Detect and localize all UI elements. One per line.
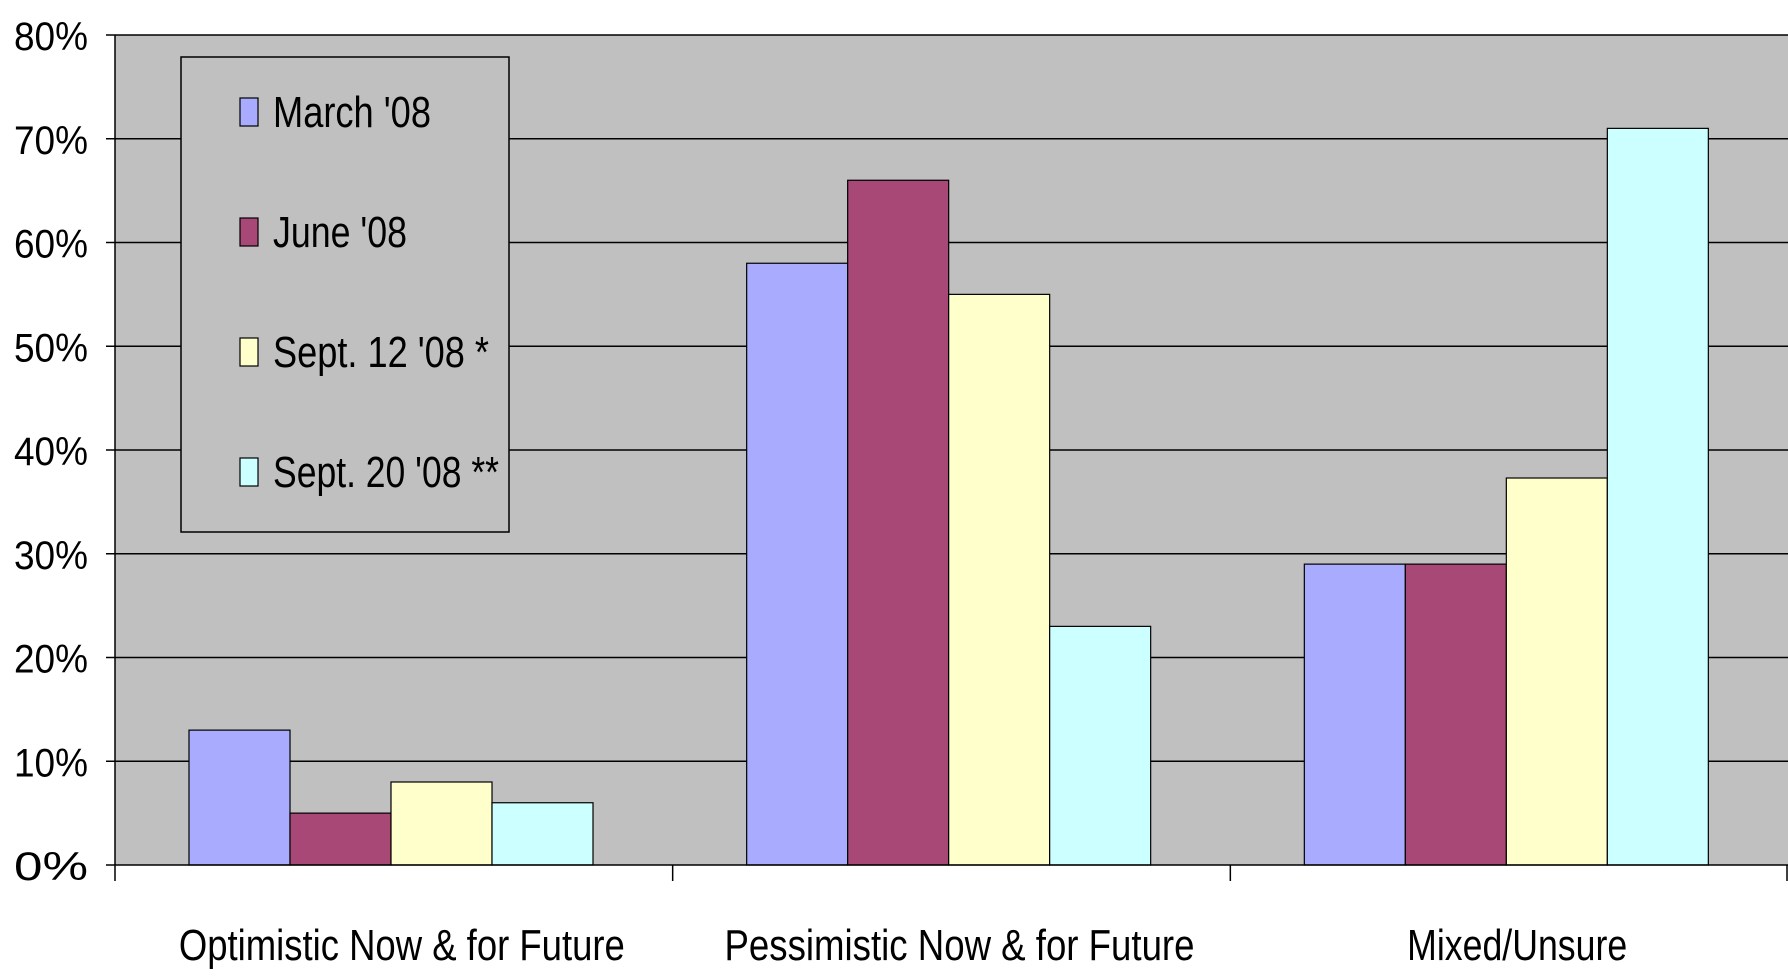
bar-2-1 xyxy=(289,812,392,866)
y-axis-ticks: 0% 10% 20% 30% 40% 50% 60% 70% 80% xyxy=(14,15,115,889)
legend-swatch xyxy=(239,457,259,487)
bar-1-3 xyxy=(1303,563,1406,866)
legend-swatch xyxy=(239,337,259,367)
y-tick-label: 20% xyxy=(14,638,88,682)
bar-4-3 xyxy=(1606,127,1709,866)
y-tick-label: 10% xyxy=(14,741,88,785)
legend-label: Sept. 12 '08 * xyxy=(273,328,489,377)
x-category-label: Optimistic Now & for Future xyxy=(179,921,625,970)
legend-swatch xyxy=(239,97,259,127)
bar-3-3 xyxy=(1505,477,1608,866)
bars xyxy=(188,127,1709,866)
legend-label: March '08 xyxy=(273,88,431,137)
bar-4-1 xyxy=(491,802,594,866)
y-tick-label: 50% xyxy=(14,326,88,370)
legend-label: Sept. 20 '08 ** xyxy=(273,448,499,497)
legend-box xyxy=(180,56,510,533)
y-tick-label: 30% xyxy=(14,534,88,578)
bar-3-2 xyxy=(948,293,1051,866)
x-category-label: Pessimistic Now & for Future xyxy=(725,921,1195,970)
y-tick-label: 40% xyxy=(14,430,88,474)
x-category-label: Mixed/Unsure xyxy=(1407,921,1627,970)
y-tick-label: 70% xyxy=(14,119,88,163)
y-tick-label: 0% xyxy=(14,845,88,889)
legend-label: June '08 xyxy=(273,208,407,257)
y-tick-label: 60% xyxy=(14,223,88,267)
bar-4-2 xyxy=(1049,625,1152,866)
bar-1-1 xyxy=(188,729,291,866)
bar-2-3 xyxy=(1404,563,1507,866)
y-tick-label: 80% xyxy=(14,15,88,59)
legend: March '08 June '08 Sept. 12 '08 * Sept. 20 … xyxy=(180,56,510,533)
x-axis-categories: Optimistic Now & for Future Pessimistic N… xyxy=(179,921,1627,970)
bar-2-2 xyxy=(847,179,950,866)
bar-3-1 xyxy=(390,781,493,866)
bar-1-2 xyxy=(746,262,849,866)
legend-swatch xyxy=(239,217,259,247)
